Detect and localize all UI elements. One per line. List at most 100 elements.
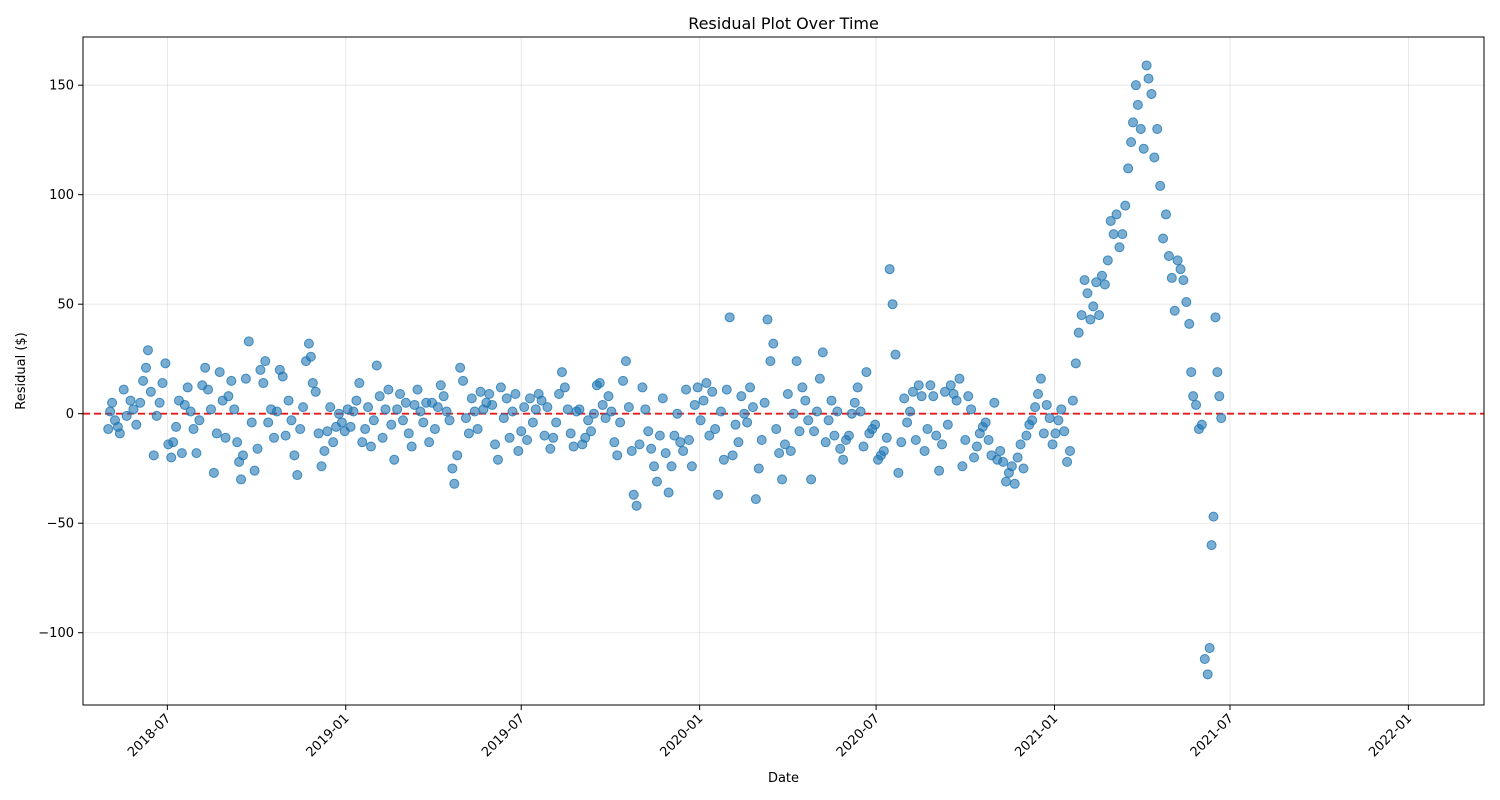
data-point bbox=[463, 428, 474, 439]
data-point bbox=[928, 391, 939, 402]
data-point bbox=[628, 489, 639, 500]
y-axis: 150 100 50 0 −50 −100 bbox=[38, 79, 83, 641]
y-tick-label: 100 bbox=[49, 188, 74, 203]
data-point bbox=[1141, 60, 1152, 71]
data-point bbox=[246, 417, 257, 428]
x-tick-label: 2020-01 bbox=[657, 711, 706, 760]
data-point bbox=[135, 397, 146, 408]
x-tick-label: 2021-07 bbox=[1188, 711, 1237, 760]
data-point bbox=[118, 384, 129, 395]
data-point bbox=[695, 415, 706, 426]
data-point bbox=[1102, 255, 1113, 266]
data-point bbox=[910, 434, 921, 445]
data-point bbox=[794, 426, 805, 437]
data-point bbox=[510, 388, 521, 399]
data-point bbox=[811, 406, 822, 417]
data-point bbox=[899, 393, 910, 404]
data-point bbox=[902, 417, 913, 428]
data-point bbox=[919, 445, 930, 456]
data-point bbox=[643, 426, 654, 437]
data-point bbox=[771, 424, 782, 435]
data-point bbox=[803, 415, 814, 426]
data-point bbox=[762, 314, 773, 325]
data-point bbox=[710, 424, 721, 435]
data-point bbox=[654, 430, 665, 441]
data-point bbox=[1172, 255, 1183, 266]
data-point bbox=[893, 467, 904, 478]
data-point bbox=[663, 487, 674, 498]
data-point bbox=[1126, 137, 1137, 148]
y-tick-label: 50 bbox=[57, 298, 74, 313]
data-point bbox=[1006, 461, 1017, 472]
data-point bbox=[1149, 152, 1160, 163]
data-point bbox=[733, 437, 744, 448]
data-point bbox=[469, 406, 480, 417]
data-point bbox=[444, 415, 455, 426]
data-point bbox=[966, 404, 977, 415]
data-point bbox=[501, 393, 512, 404]
data-point bbox=[507, 406, 518, 417]
data-point bbox=[1099, 279, 1110, 290]
data-point bbox=[176, 448, 187, 459]
data-point bbox=[916, 391, 927, 402]
data-point bbox=[568, 441, 579, 452]
x-tick-label: 2019-01 bbox=[304, 711, 353, 760]
data-point bbox=[377, 432, 388, 443]
chart-title: Residual Plot Over Time bbox=[688, 14, 879, 33]
data-point bbox=[283, 395, 294, 406]
data-point bbox=[701, 378, 712, 389]
data-point bbox=[957, 461, 968, 472]
data-point bbox=[271, 406, 282, 417]
data-point bbox=[548, 432, 559, 443]
data-point bbox=[843, 430, 854, 441]
data-point bbox=[600, 413, 611, 424]
data-point bbox=[348, 406, 359, 417]
data-point bbox=[492, 454, 503, 465]
data-point bbox=[166, 452, 177, 463]
data-point bbox=[1082, 288, 1093, 299]
data-point bbox=[1067, 395, 1078, 406]
data-point bbox=[128, 404, 139, 415]
data-point bbox=[698, 395, 709, 406]
x-tick-label: 2022-01 bbox=[1366, 711, 1415, 760]
data-point bbox=[237, 450, 248, 461]
data-point bbox=[742, 417, 753, 428]
data-point bbox=[750, 494, 761, 505]
data-point bbox=[1163, 251, 1174, 262]
data-point bbox=[562, 404, 573, 415]
data-point bbox=[1206, 540, 1217, 551]
data-point bbox=[1001, 476, 1012, 487]
data-point bbox=[759, 397, 770, 408]
data-point bbox=[1030, 402, 1041, 413]
data-point bbox=[713, 489, 724, 500]
data-point bbox=[307, 378, 318, 389]
data-point bbox=[686, 461, 697, 472]
data-point bbox=[971, 441, 982, 452]
data-point bbox=[223, 391, 234, 402]
data-point bbox=[615, 417, 626, 428]
data-point bbox=[345, 421, 356, 432]
data-point bbox=[435, 380, 446, 391]
data-point bbox=[1050, 428, 1061, 439]
data-point bbox=[141, 362, 152, 373]
data-point bbox=[214, 367, 225, 378]
data-point bbox=[243, 336, 254, 347]
data-point bbox=[1135, 123, 1146, 134]
data-point bbox=[371, 360, 382, 371]
data-point bbox=[745, 382, 756, 393]
data-point bbox=[490, 439, 501, 450]
data-point bbox=[806, 474, 817, 485]
data-point bbox=[138, 375, 149, 386]
data-point bbox=[1076, 310, 1087, 321]
data-point bbox=[1053, 415, 1064, 426]
data-point bbox=[168, 437, 179, 448]
data-point bbox=[351, 395, 362, 406]
data-point bbox=[1130, 80, 1141, 91]
data-point bbox=[1105, 215, 1116, 226]
data-point bbox=[1155, 180, 1166, 191]
data-point bbox=[606, 406, 617, 417]
data-point bbox=[683, 434, 694, 445]
data-point bbox=[513, 445, 524, 456]
data-point bbox=[185, 406, 196, 417]
data-point bbox=[1158, 233, 1169, 244]
